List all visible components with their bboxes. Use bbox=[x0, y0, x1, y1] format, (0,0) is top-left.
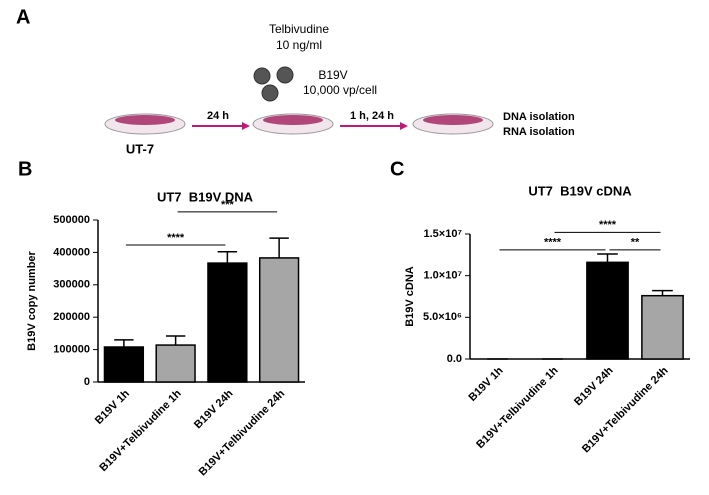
y-axis-label: B19V copy number bbox=[26, 250, 38, 350]
moi-label: 10,000 vp/cell bbox=[303, 83, 377, 97]
panel-label: C bbox=[390, 158, 404, 180]
y-tick-label: 0 bbox=[84, 376, 90, 388]
virus-label: B19V bbox=[318, 68, 347, 82]
step-label: 24 h bbox=[207, 110, 229, 122]
dose-label: 10 ng/ml bbox=[276, 38, 322, 52]
panel-label: B bbox=[18, 158, 32, 180]
y-axis-label: B19V cDNA bbox=[404, 266, 416, 327]
bar bbox=[103, 346, 145, 383]
bar bbox=[641, 294, 684, 360]
y-tick-label: 500000 bbox=[53, 214, 90, 226]
output-label: DNA isolation bbox=[503, 111, 575, 123]
panel-label: A bbox=[16, 6, 30, 28]
significance-label: **** bbox=[544, 237, 562, 249]
drug-label: Telbivudine bbox=[269, 22, 329, 36]
y-tick-label: 5.0×10⁶ bbox=[423, 311, 462, 323]
significance-label: *** bbox=[221, 199, 235, 211]
y-tick-label: 300000 bbox=[53, 279, 90, 291]
y-tick-label: 1.0×10⁷ bbox=[424, 270, 463, 282]
significance-label: **** bbox=[599, 219, 617, 231]
arrows bbox=[192, 122, 408, 130]
chart-title: UT7 B19V cDNA bbox=[528, 183, 632, 198]
bar bbox=[586, 261, 629, 360]
virus-icons bbox=[253, 66, 294, 102]
y-tick-label: 1.5×10⁷ bbox=[424, 228, 463, 240]
step-label: 1 h, 24 h bbox=[350, 110, 394, 122]
dishes bbox=[104, 113, 494, 135]
output-label: RNA isolation bbox=[503, 126, 575, 138]
significance-label: **** bbox=[167, 232, 185, 244]
y-tick-label: 0.0 bbox=[447, 353, 462, 365]
x-tick-label: B19V 1h bbox=[93, 388, 132, 427]
y-tick-label: 100000 bbox=[53, 344, 90, 356]
x-tick-label: B19V 24h bbox=[192, 387, 236, 431]
x-tick-label: B19V+Telbivudine 24h bbox=[197, 388, 288, 479]
chart-title: UT7 B19V DNA bbox=[157, 189, 254, 204]
significance-label: ** bbox=[631, 237, 640, 249]
x-tick-label: B19V 24h bbox=[572, 364, 616, 408]
x-tick-label: B19V 1h bbox=[466, 365, 505, 404]
bar bbox=[207, 262, 248, 383]
cells-label: UT-7 bbox=[126, 141, 154, 156]
y-tick-label: 200000 bbox=[53, 311, 90, 323]
bar bbox=[155, 344, 196, 383]
y-tick-label: 400000 bbox=[53, 246, 90, 258]
bar bbox=[258, 257, 300, 383]
